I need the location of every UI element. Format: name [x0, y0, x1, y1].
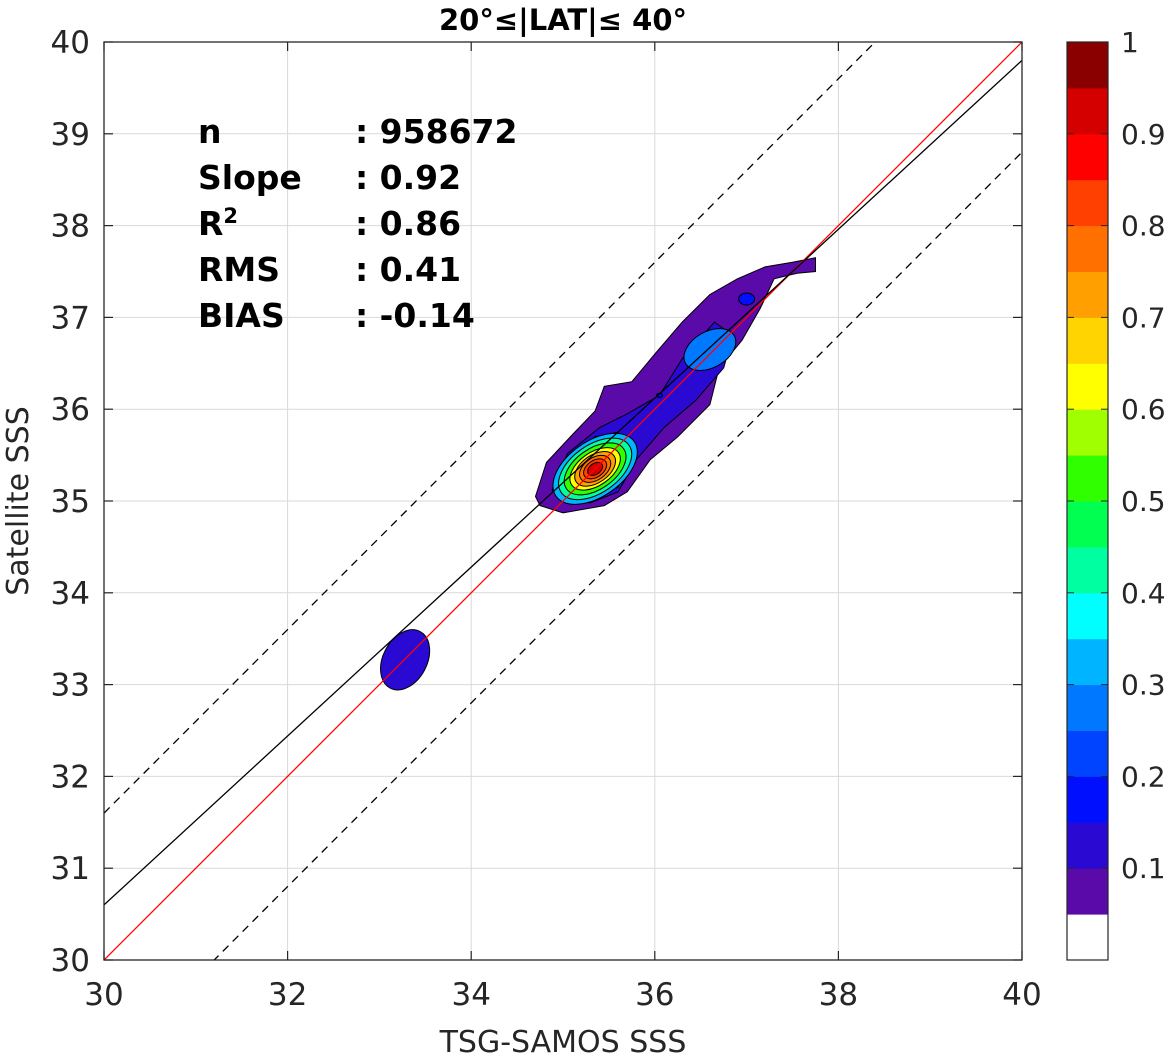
y-tick-label: 33: [51, 668, 90, 704]
colorbar-segment: [1067, 501, 1108, 548]
x-axis-label: TSG-SAMOS SSS: [439, 1025, 687, 1055]
regression-fit-line: [104, 59, 1022, 906]
y-tick-label: 34: [51, 576, 90, 612]
colorbar: 1 0.9 0.8 0.7 0.6 0.5 0.4 0.3 0.2 0.1: [1066, 26, 1166, 961]
colorbar-segment: [1067, 776, 1108, 823]
colorbar-segment: [1067, 684, 1108, 731]
y-tick-label: 39: [51, 117, 90, 153]
colorbar-tick-label: 0.3: [1121, 669, 1166, 702]
y-tick-label: 37: [51, 300, 90, 336]
colorbar-segment: [1067, 914, 1108, 961]
colorbar-segment: [1067, 271, 1108, 318]
stat-label: R2: [198, 204, 238, 243]
y-tick-label: 40: [51, 25, 90, 61]
colorbar-tick-label: 0.1: [1121, 852, 1166, 885]
x-tick-label: 34: [451, 977, 490, 1013]
y-tick-label: 38: [51, 209, 90, 245]
colorbar-segment: [1067, 638, 1108, 686]
y-tick-label: 30: [51, 943, 90, 979]
colorbar-segment: [1067, 363, 1108, 410]
colorbar-segment: [1067, 455, 1108, 502]
y-axis-label: Satellite SSS: [1, 406, 36, 596]
colorbar-segment: [1067, 730, 1108, 777]
density-contour: [738, 292, 756, 306]
stat-label: n: [198, 112, 222, 151]
colorbar-segment: [1067, 225, 1108, 272]
x-tick-label: 30: [84, 977, 123, 1013]
colorbar-segment: [1067, 592, 1108, 640]
stat-label: RMS: [198, 250, 280, 289]
lower-bound-line: [213, 151, 1022, 960]
colorbar-segment: [1067, 87, 1108, 135]
stat-value: : -0.14: [355, 296, 475, 335]
one-to-one-line: [104, 42, 1022, 960]
stat-label: Slope: [198, 158, 302, 197]
colorbar-segment: [1067, 868, 1108, 915]
colorbar-tick-label: 1: [1121, 26, 1139, 59]
colorbar-tick-label: 0.7: [1121, 301, 1166, 334]
colorbar-segment: [1067, 317, 1108, 364]
colorbar-tick-label: 0.6: [1121, 393, 1166, 426]
statistics-box: n : 958672 Slope : 0.92 R2 : 0.86 RMS : 0.41 BIA…: [198, 112, 517, 335]
colorbar-segment: [1067, 133, 1108, 181]
colorbar-segment: [1067, 546, 1108, 594]
stat-label: BIAS: [198, 296, 285, 335]
axis-ticks: 30 32 34 36 38 40 30 31 32 33 34 35 36 37 38 39 40: [51, 25, 1042, 1013]
chart-title: 20°≤|LAT|≤ 40°: [439, 3, 687, 37]
x-tick-label: 32: [268, 977, 307, 1013]
colorbar-segment: [1067, 179, 1108, 227]
stat-value: : 0.86: [355, 204, 461, 243]
colorbar-tick-label: 0.8: [1121, 210, 1166, 243]
y-tick-label: 32: [51, 759, 90, 795]
colorbar-segment: [1067, 822, 1108, 869]
upper-bound-line: [104, 42, 877, 814]
y-tick-label: 35: [51, 484, 90, 520]
colorbar-tick-label: 0.5: [1121, 485, 1166, 518]
y-tick-label: 31: [51, 851, 90, 887]
grid: [103, 41, 1023, 961]
colorbar-segment: [1067, 409, 1108, 456]
reference-lines: [104, 42, 1022, 960]
y-tick-label: 36: [51, 392, 90, 428]
stat-value: : 0.41: [355, 250, 461, 289]
colorbar-tick-label: 0.9: [1121, 118, 1166, 151]
colorbar-segment: [1067, 42, 1108, 89]
x-tick-label: 38: [819, 977, 858, 1013]
stat-value: : 958672: [355, 112, 517, 151]
colorbar-tick-label: 0.2: [1121, 760, 1166, 793]
stat-value: : 0.92: [355, 158, 461, 197]
colorbar-tick-label: 0.4: [1121, 577, 1166, 610]
x-tick-label: 40: [1002, 977, 1041, 1013]
x-tick-label: 36: [635, 977, 674, 1013]
